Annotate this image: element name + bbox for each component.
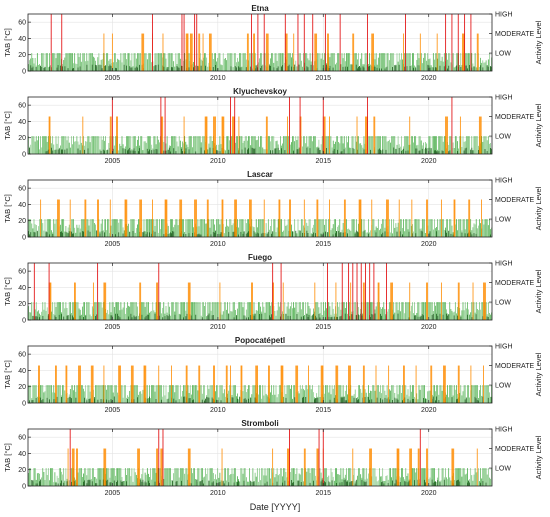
panel-0: Etna 0 20 40 60 2005 2010 2015 2020 HIGH MODERATE L… (3, 4, 543, 82)
y-tick-label: 60 (18, 186, 26, 193)
right-axis-label: Activity Level (534, 103, 543, 147)
y-tick-label: 60 (18, 20, 26, 27)
x-tick-label: 2005 (105, 407, 121, 414)
x-axis-label: Date [YYYY] (249, 502, 301, 512)
panel-title: Fuego (248, 253, 272, 262)
level-label: LOW (495, 134, 511, 141)
panel-title: Stromboli (241, 419, 278, 428)
x-tick-label: 2005 (105, 241, 121, 248)
right-axis-label: Activity Level (534, 186, 543, 230)
x-tick-label: 2015 (315, 490, 331, 497)
level-label: MODERATE (495, 363, 534, 370)
x-tick-label: 2010 (210, 158, 226, 165)
x-tick-label: 2010 (210, 407, 226, 414)
y-tick-label: 40 (18, 119, 26, 126)
y-tick-label: 0 (22, 318, 26, 325)
panel-title: Klyuchevskoy (233, 87, 287, 96)
y-tick-label: 0 (22, 235, 26, 242)
y-tick-label: 40 (18, 368, 26, 375)
level-label: HIGH (495, 344, 513, 351)
y-tick-label: 0 (22, 484, 26, 491)
level-label: HIGH (495, 261, 513, 268)
y-tick-label: 0 (22, 401, 26, 408)
x-tick-label: 2005 (105, 324, 121, 331)
panel-3: Fuego 0 20 40 60 2005 2010 2015 2020 HIGH MODERATE… (3, 253, 543, 331)
level-label: LOW (495, 51, 511, 58)
y-axis-label: TAB [°C] (3, 28, 12, 57)
level-label: HIGH (495, 95, 513, 102)
panel-title: Popocatépetl (235, 336, 285, 345)
y-tick-label: 60 (18, 435, 26, 442)
y-tick-label: 0 (22, 69, 26, 76)
level-label: HIGH (495, 12, 513, 19)
x-tick-label: 2005 (105, 158, 121, 165)
y-axis-label: TAB [°C] (3, 194, 12, 223)
axes-box (27, 262, 493, 321)
y-tick-label: 20 (18, 384, 26, 391)
level-label: MODERATE (495, 280, 534, 287)
level-label: LOW (495, 383, 511, 390)
right-axis-label: Activity Level (534, 20, 543, 64)
y-axis-label: TAB [°C] (3, 277, 12, 306)
right-axis-label: Activity Level (534, 269, 543, 313)
y-tick-label: 20 (18, 218, 26, 225)
y-tick-label: 60 (18, 103, 26, 110)
x-tick-label: 2015 (315, 324, 331, 331)
axes-box (27, 96, 493, 155)
x-tick-label: 2005 (105, 75, 121, 82)
y-tick-label: 20 (18, 135, 26, 142)
x-tick-label: 2015 (315, 407, 331, 414)
panel-title: Lascar (247, 170, 273, 179)
x-tick-label: 2020 (421, 324, 437, 331)
y-tick-label: 20 (18, 467, 26, 474)
level-label: LOW (495, 300, 511, 307)
x-tick-label: 2020 (421, 407, 437, 414)
x-tick-label: 2010 (210, 490, 226, 497)
x-tick-label: 2005 (105, 490, 121, 497)
x-tick-label: 2015 (315, 75, 331, 82)
x-tick-label: 2020 (421, 490, 437, 497)
level-label: MODERATE (495, 446, 534, 453)
y-tick-label: 40 (18, 36, 26, 43)
y-axis-label: TAB [°C] (3, 111, 12, 140)
axes-box (27, 13, 493, 72)
level-label: HIGH (495, 427, 513, 434)
y-tick-label: 20 (18, 301, 26, 308)
panel-2: Lascar 0 20 40 60 2005 2010 2015 2020 HIGH MODERAT… (3, 170, 543, 248)
level-label: LOW (495, 217, 511, 224)
axes-box (27, 179, 493, 238)
level-label: MODERATE (495, 31, 534, 38)
x-tick-label: 2010 (210, 75, 226, 82)
x-tick-label: 2015 (315, 241, 331, 248)
y-axis-label: TAB [°C] (3, 360, 12, 389)
axes-box (27, 345, 493, 404)
level-label: LOW (495, 466, 511, 473)
axes-box (27, 428, 493, 487)
y-tick-label: 40 (18, 202, 26, 209)
x-tick-label: 2020 (421, 158, 437, 165)
level-label: MODERATE (495, 114, 534, 121)
panel-title: Etna (251, 4, 269, 13)
level-label: MODERATE (495, 197, 534, 204)
y-tick-label: 60 (18, 352, 26, 359)
right-axis-label: Activity Level (534, 352, 543, 396)
y-tick-label: 20 (18, 52, 26, 59)
x-tick-label: 2015 (315, 158, 331, 165)
y-tick-label: 40 (18, 285, 26, 292)
x-tick-label: 2010 (210, 241, 226, 248)
panel-5: Stromboli 0 20 40 60 2005 2010 2015 2020 HIGH MODE… (3, 419, 543, 497)
right-axis-label: Activity Level (534, 435, 543, 479)
y-tick-label: 60 (18, 269, 26, 276)
y-tick-label: 40 (18, 451, 26, 458)
level-label: HIGH (495, 178, 513, 185)
panel-4: Popocatépetl 0 20 40 60 2005 2010 2015 2020 HIGH M… (3, 336, 543, 414)
x-tick-label: 2010 (210, 324, 226, 331)
y-tick-label: 0 (22, 152, 26, 159)
x-tick-label: 2020 (421, 75, 437, 82)
x-tick-label: 2020 (421, 241, 437, 248)
panel-1: Klyuchevskoy 0 20 40 60 2005 2010 2015 2020 HIGH M… (3, 87, 543, 165)
y-axis-label: TAB [°C] (3, 443, 12, 472)
